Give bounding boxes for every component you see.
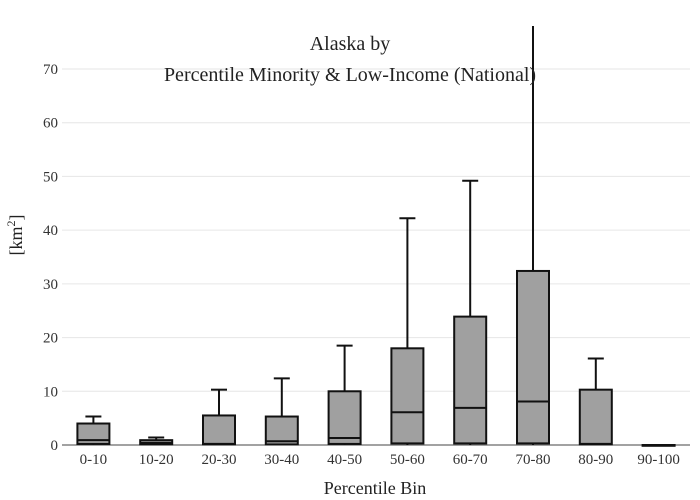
- y-tick-label-70: 70: [43, 62, 58, 78]
- y-tick-label-0: 0: [51, 438, 59, 454]
- box-50-60: [390, 217, 425, 445]
- y-tick-label-20: 20: [43, 331, 58, 347]
- x-tick-label-20-30: 20-30: [202, 452, 237, 468]
- box-40-50: [327, 344, 362, 445]
- box-20-30: [202, 388, 236, 446]
- y-tick-label-30: 30: [43, 277, 58, 293]
- box-10-20: [139, 436, 174, 446]
- x-tick-label-10-20: 10-20: [139, 452, 174, 468]
- box-70-80: [516, 26, 550, 445]
- chart-title-line-2: Percentile Minority & Low-Income (Nation…: [164, 64, 536, 86]
- box-body: [202, 414, 236, 446]
- y-axis-title-close: ]: [6, 215, 26, 221]
- box-30-40: [264, 377, 299, 446]
- box-body: [516, 269, 550, 445]
- x-tick-label-70-80: 70-80: [516, 452, 551, 468]
- box-body: [390, 347, 425, 445]
- box-body: [76, 422, 111, 445]
- y-tick-label-10: 10: [43, 384, 58, 400]
- boxes-layer: [76, 26, 676, 447]
- gridlines: [62, 68, 690, 392]
- box-body: [327, 390, 362, 445]
- tick-labels: 0 10 20 30 40 50 60 70 0-10 10-20 20-30 30-40 40-50 5…: [43, 62, 680, 468]
- box-60-70: [453, 179, 488, 445]
- box-90-100: [641, 444, 676, 447]
- y-axis-title-superscript: 2: [4, 221, 18, 227]
- chart-title-line-1: Alaska by: [310, 33, 391, 55]
- x-tick-label-80-90: 80-90: [578, 452, 613, 468]
- box-body: [578, 388, 613, 446]
- x-axis-title: Percentile Bin: [324, 478, 426, 498]
- y-axis-title-base: [km: [6, 227, 26, 256]
- y-axis-title: [km2]: [4, 215, 26, 256]
- y-tick-label-40: 40: [43, 223, 58, 239]
- x-tick-label-0-10: 0-10: [80, 452, 108, 468]
- box-body: [264, 415, 299, 446]
- y-tick-label-50: 50: [43, 169, 58, 185]
- x-tick-label-50-60: 50-60: [390, 452, 425, 468]
- y-tick-label-60: 60: [43, 116, 58, 132]
- x-tick-label-40-50: 40-50: [327, 452, 362, 468]
- box-0-10: [76, 415, 111, 445]
- x-tick-label-90-100: 90-100: [637, 452, 680, 468]
- x-tick-label-30-40: 30-40: [264, 452, 299, 468]
- x-tick-label-60-70: 60-70: [453, 452, 488, 468]
- box-80-90: [578, 357, 613, 446]
- box-body: [453, 315, 488, 445]
